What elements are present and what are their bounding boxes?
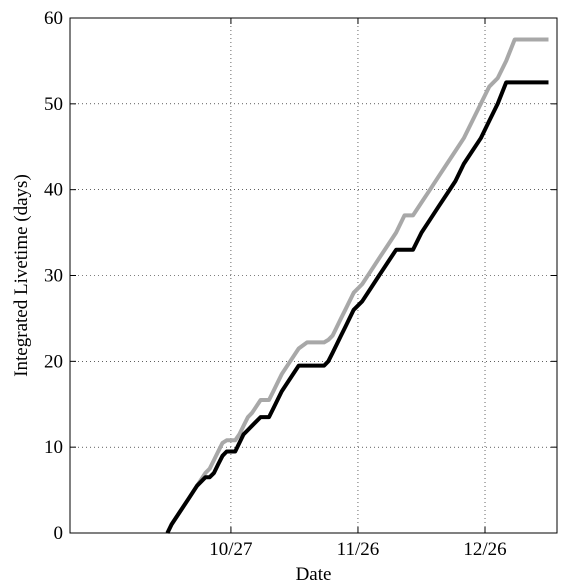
y-axis-title: Integrated Livetime (days) <box>11 174 32 377</box>
x-tick-label: 12/26 <box>463 539 506 560</box>
y-tick-label: 50 <box>44 94 63 115</box>
series-layer <box>165 37 549 534</box>
series-line-gray <box>165 37 549 534</box>
y-tick-label: 20 <box>44 351 63 372</box>
y-tick-label: 60 <box>44 8 63 29</box>
y-tick-label: 10 <box>44 437 63 458</box>
y-tick-label: 40 <box>44 180 63 201</box>
x-axis-title: Date <box>296 564 332 585</box>
tick-label-layer: 0 10 20 30 40 50 60 10/27 11/26 12/26 <box>44 8 507 560</box>
tick-layer <box>70 17 557 534</box>
y-tick-label: 0 <box>54 523 64 544</box>
x-tick-label: 10/27 <box>209 539 252 560</box>
y-tick-label: 30 <box>44 266 63 287</box>
x-tick-label: 11/26 <box>337 539 380 560</box>
series-line-black <box>165 80 549 534</box>
